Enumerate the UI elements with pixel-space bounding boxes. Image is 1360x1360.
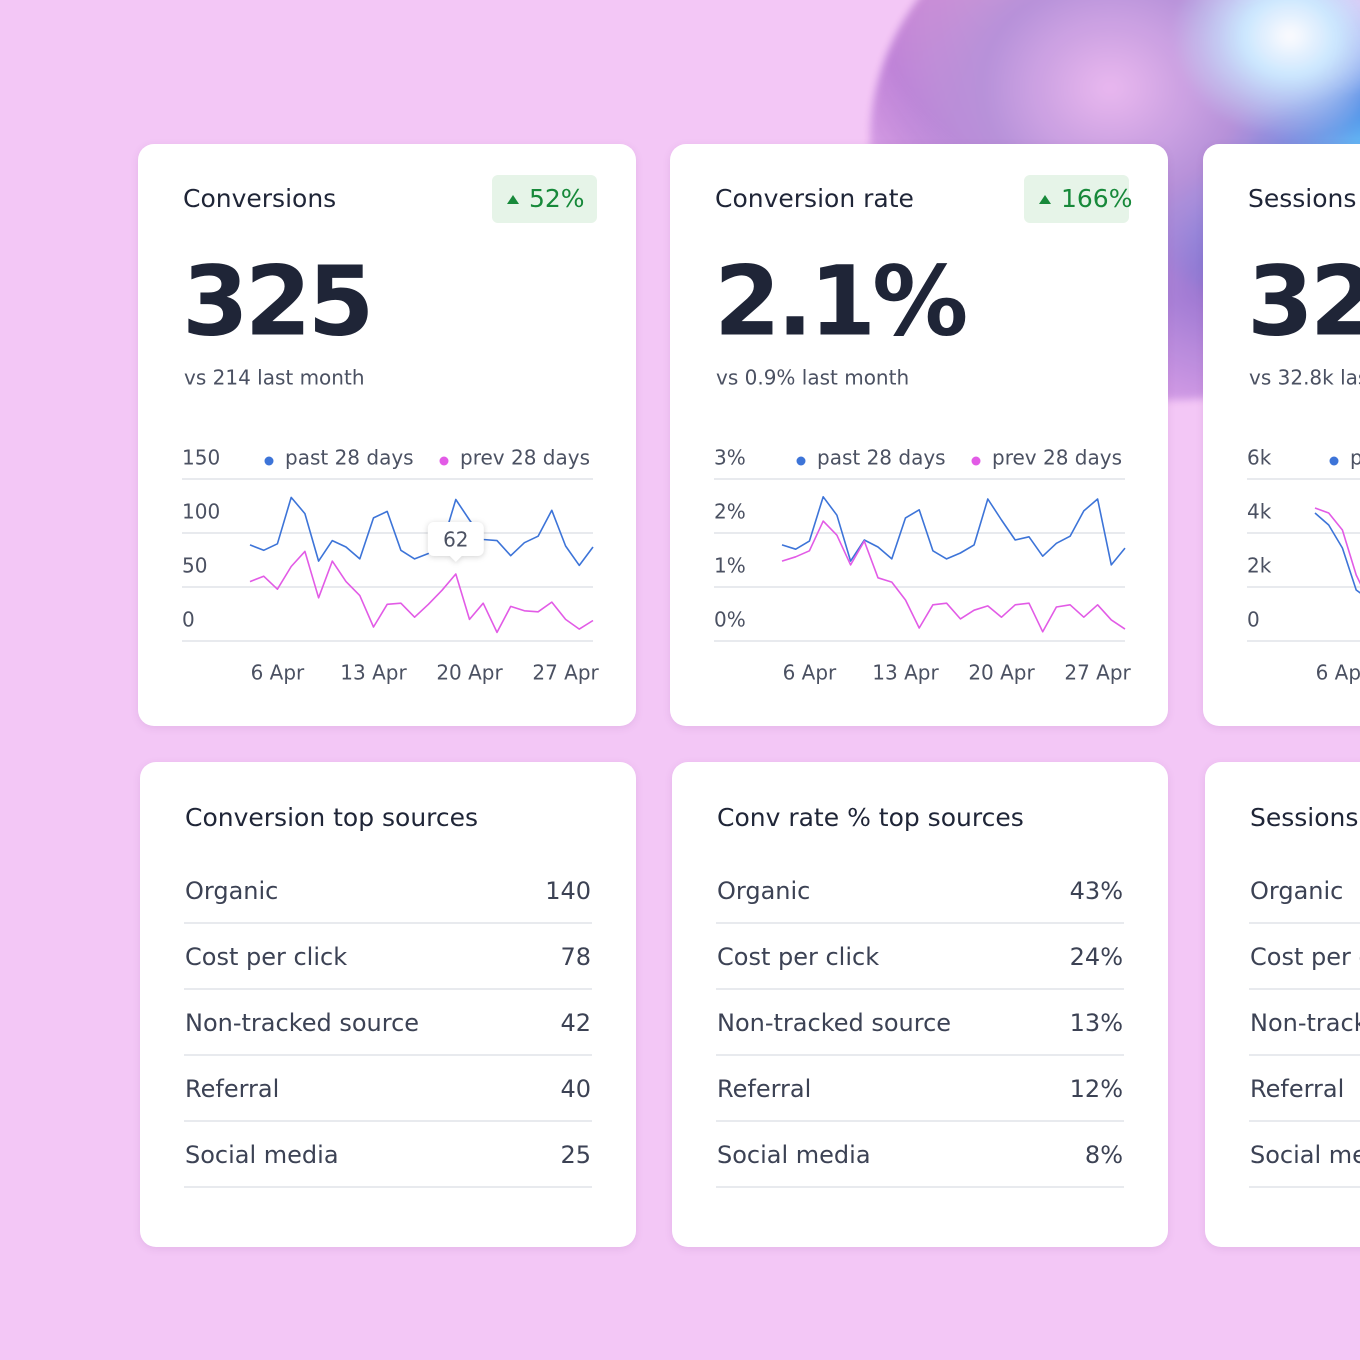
source-value: 25: [560, 1141, 591, 1169]
source-name: Social media: [185, 1141, 339, 1169]
card: Conversion top sources Organic 140 Cost per…: [140, 762, 636, 1247]
source-name: Cost per click: [185, 943, 347, 971]
card-canvas: Conv rate % top sources Organic 43% Cost pe…: [716, 803, 1124, 1188]
source-value: 140: [545, 877, 591, 905]
series-line: [781, 496, 1126, 566]
comparison: vs 32.8k las: [1249, 366, 1360, 390]
legend-dot: [439, 456, 449, 466]
legend-label: past 28 days: [1350, 446, 1360, 470]
y-tick-label: 100: [182, 500, 220, 524]
card-canvas: Conversion rate 166% 2.1% vs 0.9% last mont…: [714, 175, 1132, 685]
source-value: 43%: [1070, 877, 1123, 905]
source-name: Non-tracked source: [717, 1009, 951, 1037]
x-tick-label: 13 Apr: [340, 661, 407, 685]
card: Sessions Organic Cost per click Non-tracked…: [1205, 762, 1360, 1247]
card-title: Sessions: [1248, 184, 1356, 213]
source-name: Referral: [1250, 1075, 1344, 1103]
source-name: Organic: [185, 877, 278, 905]
tooltip-bubble: [427, 522, 484, 563]
source-name: Organic: [1250, 877, 1343, 905]
y-tick-label: 2k: [1247, 554, 1272, 578]
card-title: Conversions: [183, 184, 336, 213]
y-tick-label: 50: [182, 554, 207, 578]
series-line: [249, 550, 594, 634]
change-value: 166%: [1061, 184, 1132, 213]
x-tick-label: 13 Apr: [872, 661, 939, 685]
card-canvas: Sessions 32 vs 32.8k las 0 2k 4k 6k 6 Apr past 2…: [1247, 184, 1360, 685]
y-tick-label: 150: [182, 446, 220, 470]
legend-dot: [796, 456, 806, 466]
source-value: 40: [560, 1075, 591, 1103]
source-name: Organic: [717, 877, 810, 905]
source-name: Referral: [717, 1075, 811, 1103]
legend-dot: [264, 456, 274, 466]
legend-dot: [1329, 456, 1339, 466]
x-tick-label: 27 Apr: [1064, 661, 1131, 685]
up-arrow-icon: [507, 195, 519, 204]
card: Conversions 52% 325 vs 214 last month 0 50 100…: [138, 144, 636, 726]
up-arrow-icon: [1039, 195, 1051, 204]
card: Sessions 32 vs 32.8k las 0 2k 4k 6k 6 Apr past 2…: [1203, 144, 1360, 726]
legend-dot: [971, 456, 981, 466]
comparison: vs 214 last month: [184, 366, 365, 390]
card-title: Conversion rate: [715, 184, 914, 213]
y-tick-label: 1%: [714, 554, 746, 578]
data-label: 62: [443, 528, 468, 552]
source-value: 8%: [1085, 1141, 1123, 1169]
y-tick-label: 2%: [714, 500, 746, 524]
card: Conv rate % top sources Organic 43% Cost pe…: [672, 762, 1168, 1247]
card-canvas: Conversion top sources Organic 140 Cost per…: [184, 803, 592, 1188]
card-canvas: Sessions Organic Cost per click Non-tracked…: [1249, 803, 1360, 1188]
y-tick-label: 6k: [1247, 446, 1272, 470]
change-badge: [492, 175, 597, 223]
x-tick-label: 6 Apr: [251, 661, 305, 685]
card-canvas: Conversions 52% 325 vs 214 last month 0 50 100…: [182, 175, 600, 685]
source-value: 78: [560, 943, 591, 971]
y-tick-label: 4k: [1247, 500, 1272, 524]
comparison: vs 0.9% last month: [716, 366, 909, 390]
x-tick-label: 6 Apr: [783, 661, 837, 685]
change-badge: [1024, 175, 1129, 223]
card-title: Conversion top sources: [185, 803, 478, 832]
source-name: Referral: [185, 1075, 279, 1103]
metric-value: 2.1%: [714, 245, 966, 357]
source-value: 12%: [1070, 1075, 1123, 1103]
source-name: Non-tracked source: [1250, 1009, 1360, 1037]
y-tick-label: 3%: [714, 446, 746, 470]
series-line: [249, 496, 594, 567]
legend-label: past 28 days: [817, 446, 946, 470]
x-tick-label: 20 Apr: [436, 661, 503, 685]
series-line: [1314, 512, 1360, 594]
y-tick-label: 0%: [714, 608, 746, 632]
card-title: Sessions: [1250, 803, 1358, 832]
x-tick-label: 27 Apr: [532, 661, 599, 685]
source-value: 24%: [1070, 943, 1123, 971]
series-line: [1314, 507, 1360, 585]
change-value: 52%: [529, 184, 585, 213]
x-tick-label: 20 Apr: [968, 661, 1035, 685]
metric-value: 325: [182, 245, 370, 357]
source-value: 13%: [1070, 1009, 1123, 1037]
legend-label: prev 28 days: [992, 446, 1122, 470]
series-line: [781, 520, 1126, 633]
legend-label: past 28 days: [285, 446, 414, 470]
y-tick-label: 0: [182, 608, 195, 632]
source-name: Non-tracked source: [185, 1009, 419, 1037]
source-name: Social media: [717, 1141, 871, 1169]
card-title: Conv rate % top sources: [717, 803, 1024, 832]
legend-label: prev 28 days: [460, 446, 590, 470]
y-tick-label: 0: [1247, 608, 1260, 632]
metric-value: 32: [1247, 245, 1360, 357]
source-name: Cost per click: [1250, 943, 1360, 971]
source-value: 42: [560, 1009, 591, 1037]
source-name: Cost per click: [717, 943, 879, 971]
x-tick-label: 6 Apr: [1316, 661, 1360, 685]
card: Conversion rate 166% 2.1% vs 0.9% last mont…: [670, 144, 1168, 726]
source-name: Social media: [1250, 1141, 1360, 1169]
